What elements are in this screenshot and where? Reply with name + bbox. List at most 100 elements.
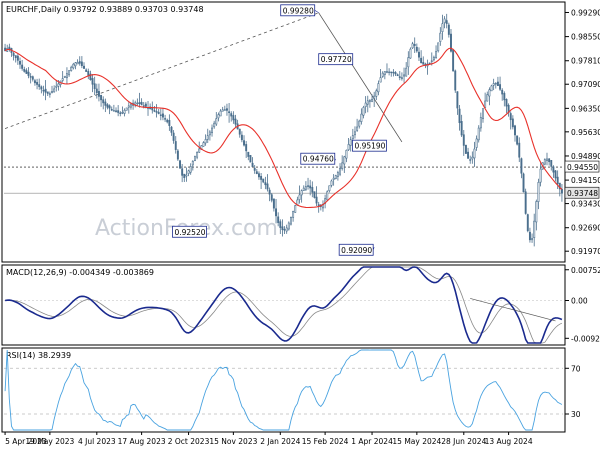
candle-body (413, 44, 416, 46)
candle-body (330, 180, 333, 186)
candle-body (447, 24, 450, 35)
candle-body (373, 95, 376, 99)
candle-body (65, 73, 68, 79)
candle-body (29, 76, 32, 78)
candle-body (366, 100, 369, 105)
candle-body (554, 170, 557, 179)
candle-body (464, 144, 467, 154)
candle-body (129, 103, 132, 108)
candle-body (371, 98, 374, 102)
candle-body (63, 75, 66, 78)
candle-body (87, 70, 90, 76)
candle-body (121, 112, 124, 114)
candle-body (471, 156, 474, 160)
candle-body (452, 49, 455, 72)
candle-body (225, 108, 228, 111)
candle-body (19, 61, 21, 65)
candle-body (396, 74, 399, 77)
candle-body (467, 151, 470, 159)
price-annotations: 0.99280 0.97720 0.95190 0.94760 0.92520 0.920… (172, 4, 387, 256)
candle-body (394, 72, 397, 75)
date-tick-label: 4 Jul 2023 (78, 437, 116, 446)
date-tick-label: 19 May 2023 (25, 437, 74, 446)
candle-body (475, 138, 478, 148)
candle-body (332, 177, 335, 180)
candle-body (458, 108, 461, 123)
candle-body (439, 32, 442, 42)
candle-body (25, 70, 28, 74)
candle-body (281, 226, 284, 231)
candle-body (336, 172, 339, 177)
price-tick-label: 0.98550 (571, 33, 600, 42)
price-tick-label: 0.92690 (571, 224, 600, 233)
candle-body (503, 93, 506, 101)
candle-body (550, 160, 553, 167)
candle-body (46, 91, 49, 94)
candle-body (432, 56, 435, 61)
price-tick-label: 0.95630 (571, 128, 600, 137)
price-tick-label: 0.93430 (571, 200, 600, 209)
candle-body (420, 57, 423, 64)
candle-body (462, 134, 465, 146)
candle-body (181, 168, 184, 176)
candle-body (292, 211, 295, 218)
candle-body (326, 191, 329, 201)
candle-body (68, 70, 71, 76)
candle-body (347, 144, 350, 151)
annotation-box (318, 53, 354, 66)
candle-body (187, 170, 190, 174)
candle-body (206, 135, 209, 140)
candle-body (418, 51, 420, 58)
candle-body (31, 76, 34, 80)
current-price-tag (564, 186, 600, 199)
candle-body (377, 83, 380, 93)
candle-body (272, 198, 275, 209)
candle-body (74, 62, 77, 67)
candle-body (473, 148, 476, 159)
ma-line (4, 47, 563, 209)
candle-body (456, 91, 459, 109)
candle-body (70, 66, 73, 71)
macd-plot (4, 266, 563, 344)
macd-panel-frame (1, 264, 566, 346)
date-tick-label: 5 Apr 2023 (5, 437, 47, 446)
candle-body (496, 81, 499, 86)
candle-body (520, 158, 523, 174)
candle-body (183, 173, 186, 178)
candle-body (42, 89, 45, 92)
price-tick-label: 0.97810 (571, 57, 600, 66)
annotation-label: 0.94760 (303, 155, 334, 164)
candle-body (315, 196, 318, 204)
candle-body (266, 183, 269, 190)
candle-body (343, 156, 346, 165)
rsi-line (4, 349, 563, 431)
candle-body (533, 220, 536, 238)
candle-body (435, 51, 438, 58)
candle-body (136, 102, 139, 105)
candle-body (115, 110, 117, 112)
candle-body (44, 88, 47, 93)
candle-body (441, 23, 444, 33)
candle-body (93, 83, 96, 89)
candle-body (552, 166, 555, 173)
candle-body (106, 104, 109, 108)
candle-body (479, 117, 482, 129)
candle-body (27, 71, 30, 76)
candle-body (249, 155, 252, 163)
candle-body (381, 72, 384, 77)
rsi-axis: 70 30 (4, 364, 581, 419)
trendline (4, 12, 319, 129)
candle-body (294, 205, 297, 213)
candle-body (151, 107, 154, 111)
candle-body (172, 132, 175, 141)
candle-body (298, 194, 301, 200)
candle-body (80, 61, 83, 67)
candle-body (40, 86, 43, 90)
candle-body (405, 67, 408, 77)
candle-body (522, 173, 525, 193)
candle-body (140, 101, 143, 105)
candle-body (85, 69, 88, 72)
candle-body (304, 186, 307, 190)
candle-body (14, 55, 17, 58)
